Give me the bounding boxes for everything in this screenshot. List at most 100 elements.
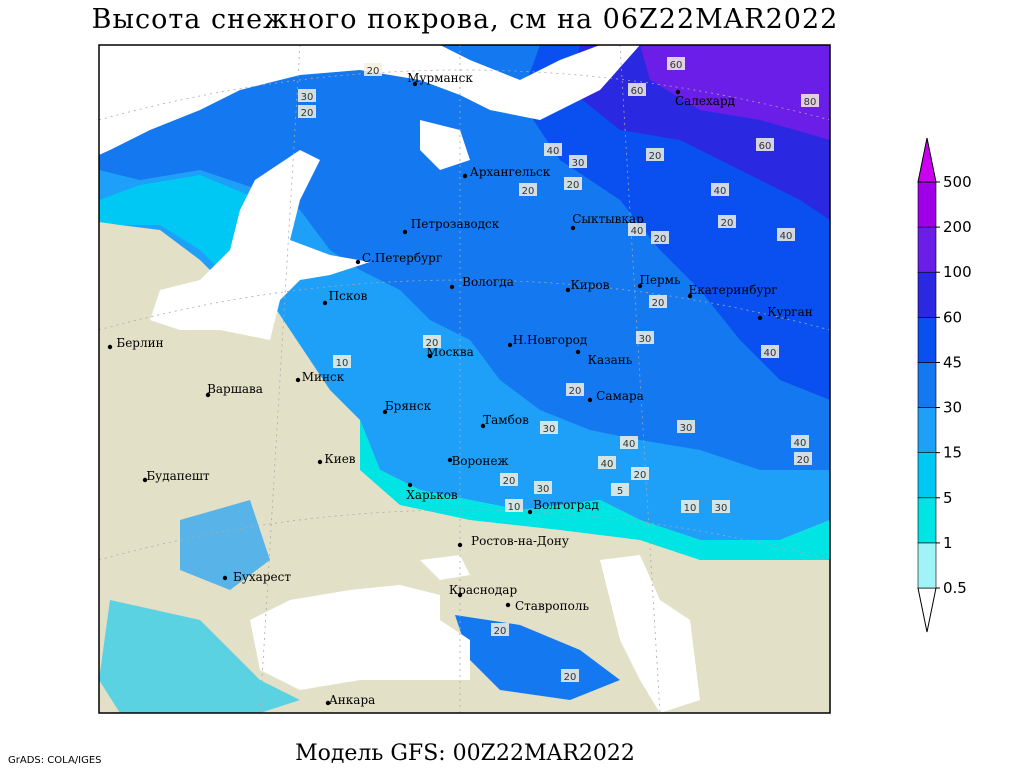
city-dot xyxy=(407,482,413,488)
city-label: Мурманск xyxy=(407,71,473,85)
legend-segment xyxy=(917,542,937,589)
contour-label: 40 xyxy=(764,348,777,359)
contour-label: 20 xyxy=(652,298,665,309)
legend-label: 0.5 xyxy=(943,579,967,597)
contour-label-box xyxy=(298,105,316,118)
city-dot xyxy=(325,700,331,706)
contour-label: 30 xyxy=(301,92,314,103)
contour-label: 40 xyxy=(631,226,644,237)
contour-label: 20 xyxy=(569,386,582,397)
contour-label: 10 xyxy=(684,503,697,514)
contour-label-box xyxy=(631,467,649,480)
contour-label: 30 xyxy=(543,424,556,435)
contour-label-box xyxy=(561,669,579,682)
contour-label-box xyxy=(505,499,523,512)
city-label: Берлин xyxy=(116,336,163,350)
legend-segment xyxy=(917,226,937,273)
city-dot xyxy=(317,459,323,465)
city-label: Архангельск xyxy=(470,165,551,179)
contour-label: 30 xyxy=(639,334,652,345)
contour-label: 60 xyxy=(759,141,772,152)
city-dot xyxy=(222,575,228,581)
city-label: Петрозаводск xyxy=(411,217,500,231)
azov-sea xyxy=(420,555,470,580)
city-label: Тамбов xyxy=(483,413,529,427)
contour-label: 30 xyxy=(572,158,585,169)
city-dot xyxy=(575,349,581,355)
city-label: Брянск xyxy=(385,399,432,413)
contour-label-box xyxy=(534,481,552,494)
city-label: Киров xyxy=(571,278,610,292)
legend-label: 5 xyxy=(943,489,953,507)
contour-label-box xyxy=(423,335,441,348)
snow-5 xyxy=(360,420,830,560)
contour-label-box xyxy=(364,63,382,76)
snow-balkans xyxy=(99,600,300,713)
contour-label: 5 xyxy=(617,486,623,497)
arctic-sea xyxy=(99,45,640,155)
city-dot xyxy=(457,592,463,598)
legend-segment xyxy=(917,181,937,228)
city-label: Киев xyxy=(324,452,355,466)
legend-segment xyxy=(917,271,937,318)
legend-low-triangle xyxy=(917,587,937,633)
contour-label: 30 xyxy=(537,484,550,495)
contour-label-box xyxy=(628,223,646,236)
contour-label: 60 xyxy=(631,86,644,97)
contour-label-box xyxy=(569,155,587,168)
contour-label-box xyxy=(791,435,809,448)
city-dot xyxy=(142,477,148,483)
city-dot xyxy=(675,89,681,95)
city-label: Харьков xyxy=(406,488,458,502)
contour-label-box xyxy=(598,456,616,469)
legend-label: 100 xyxy=(943,263,972,281)
city-dot xyxy=(412,81,418,87)
contour-label-box xyxy=(667,57,685,70)
black-sea xyxy=(250,585,470,690)
contour-label-box xyxy=(636,331,654,344)
contour-label: 20 xyxy=(564,672,577,683)
city-dot xyxy=(447,457,453,463)
contour-label-box xyxy=(298,89,316,102)
city-label: С.Петербург xyxy=(362,251,442,265)
legend-label: 500 xyxy=(943,173,972,191)
contour-label-box xyxy=(519,183,537,196)
contour-label-box xyxy=(491,623,509,636)
legend-label: 60 xyxy=(943,308,962,326)
contour-label-box xyxy=(794,452,812,465)
city-label: Москва xyxy=(426,345,474,359)
legend-segment xyxy=(917,317,937,363)
city-label: Псков xyxy=(329,289,368,303)
city-label: Ростов-на-Дону xyxy=(471,534,569,548)
city-dot xyxy=(507,342,513,348)
city-label: Будапешт xyxy=(146,469,210,483)
contour-label-box xyxy=(646,148,664,161)
contour-label: 40 xyxy=(780,231,793,242)
contour-label-box xyxy=(540,421,558,434)
contour-label-box xyxy=(628,83,646,96)
contour-label: 20 xyxy=(567,180,580,191)
contour-label: 20 xyxy=(797,455,810,466)
credit: GrADS: COLA/IGES xyxy=(8,755,102,766)
contour-label-box xyxy=(544,143,562,156)
city-label: Краснодар xyxy=(449,583,518,597)
snow-100 xyxy=(640,45,830,140)
contour-label: 10 xyxy=(508,502,521,513)
contour-label: 80 xyxy=(804,97,817,108)
white-sea xyxy=(420,120,470,170)
city-dot xyxy=(107,344,113,350)
contour-label-box xyxy=(777,228,795,241)
contour-label: 20 xyxy=(721,218,734,229)
city-dot xyxy=(565,287,571,293)
city-label: Казань xyxy=(588,353,633,367)
contour-label: 20 xyxy=(426,338,439,349)
contour-label: 40 xyxy=(794,438,807,449)
city-label: Самара xyxy=(596,389,644,403)
city-dot xyxy=(457,542,463,548)
contour-label-box xyxy=(711,183,729,196)
city-dot xyxy=(527,509,533,515)
city-dot xyxy=(687,293,693,299)
city-dot xyxy=(505,602,511,608)
